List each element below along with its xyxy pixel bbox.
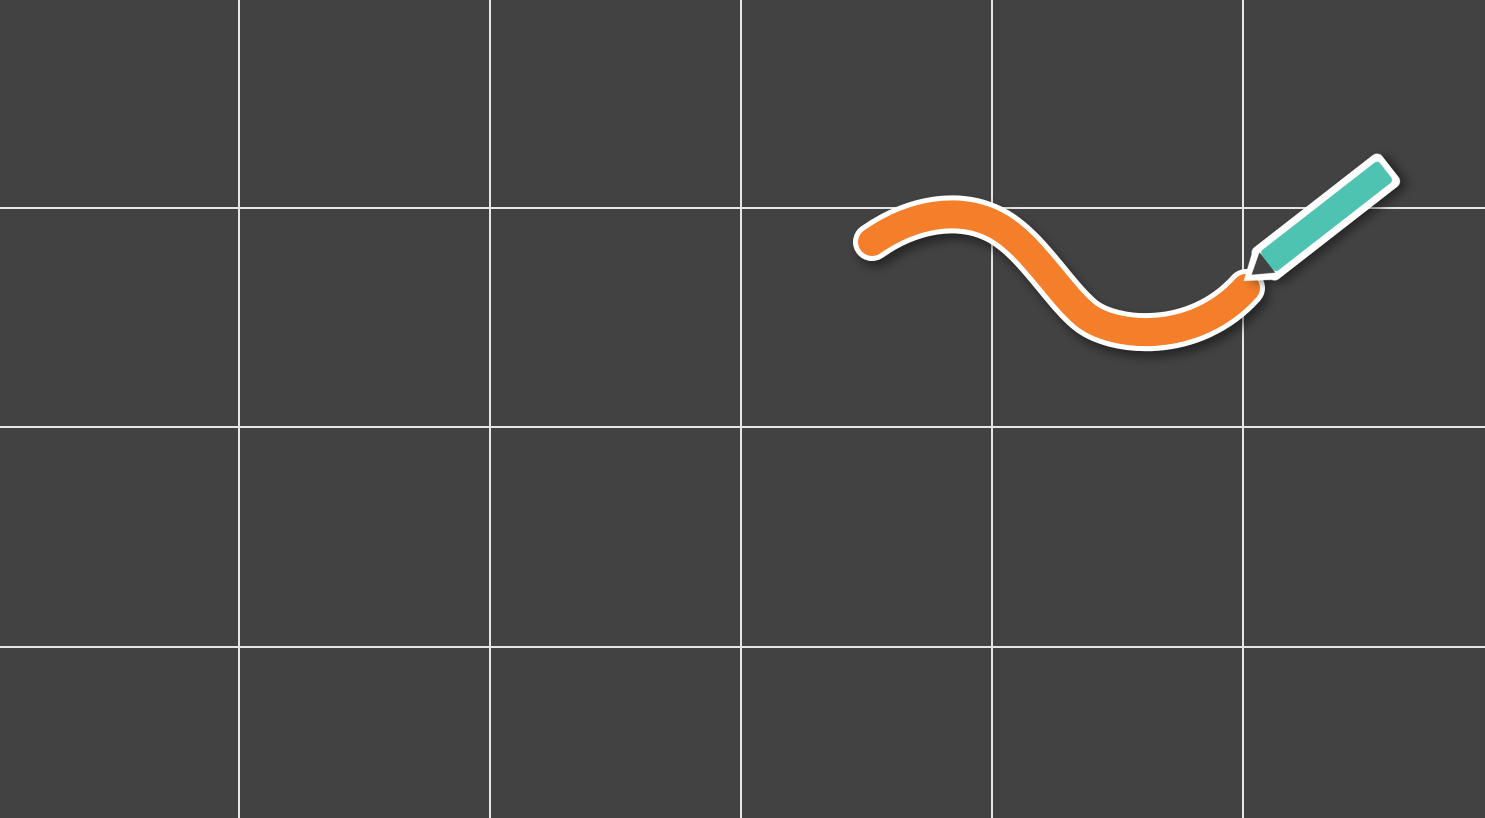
drawn-stroke — [853, 195, 1265, 352]
pencil-tip — [1251, 252, 1276, 275]
pencil-icon[interactable] — [1231, 151, 1402, 297]
pencil-body — [1260, 161, 1393, 272]
stroke-path — [858, 200, 1260, 347]
